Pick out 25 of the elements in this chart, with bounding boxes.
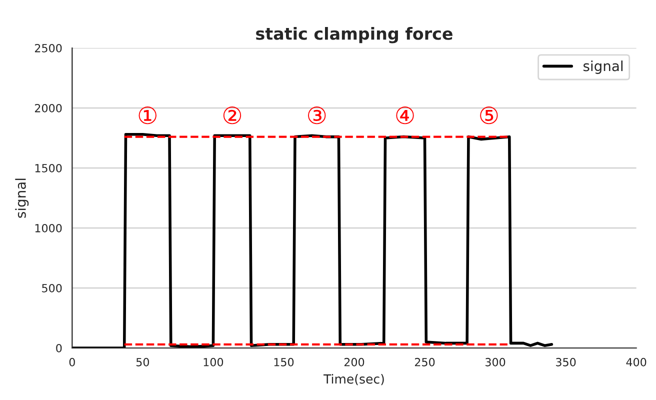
annotation: ③ <box>308 106 326 124</box>
x-tick-label: 50 <box>136 358 150 366</box>
x-tick-label: 200 <box>344 358 364 366</box>
x-tick-label: 350 <box>556 358 576 366</box>
y-tick-label: 0 <box>56 344 62 352</box>
x-tick-label: 400 <box>626 358 646 366</box>
legend-label: signal <box>583 60 623 74</box>
chart-title: static clamping force <box>256 27 452 44</box>
x-tick-label: 150 <box>274 358 294 366</box>
annotation: ② <box>223 106 242 124</box>
y-axis-title: signal <box>15 178 29 218</box>
x-tick-label: 0 <box>69 358 75 366</box>
annotation: ④ <box>396 106 414 124</box>
y-tick-label: 1000 <box>35 224 62 232</box>
x-tick-label: 300 <box>486 358 506 366</box>
line-series <box>72 133 554 348</box>
x-tick-label: 250 <box>414 358 435 366</box>
annotation: ⑤ <box>480 106 498 124</box>
y-tick-label: 2000 <box>34 104 62 112</box>
x-tick-label: 100 <box>204 358 224 366</box>
y-tick-label: 500 <box>42 284 62 292</box>
annotation: ① <box>138 106 156 124</box>
x-axis-title: Time(sec) <box>323 374 384 386</box>
y-tick-label: 2500 <box>34 44 62 52</box>
y-tick-label: 1500 <box>35 164 62 172</box>
